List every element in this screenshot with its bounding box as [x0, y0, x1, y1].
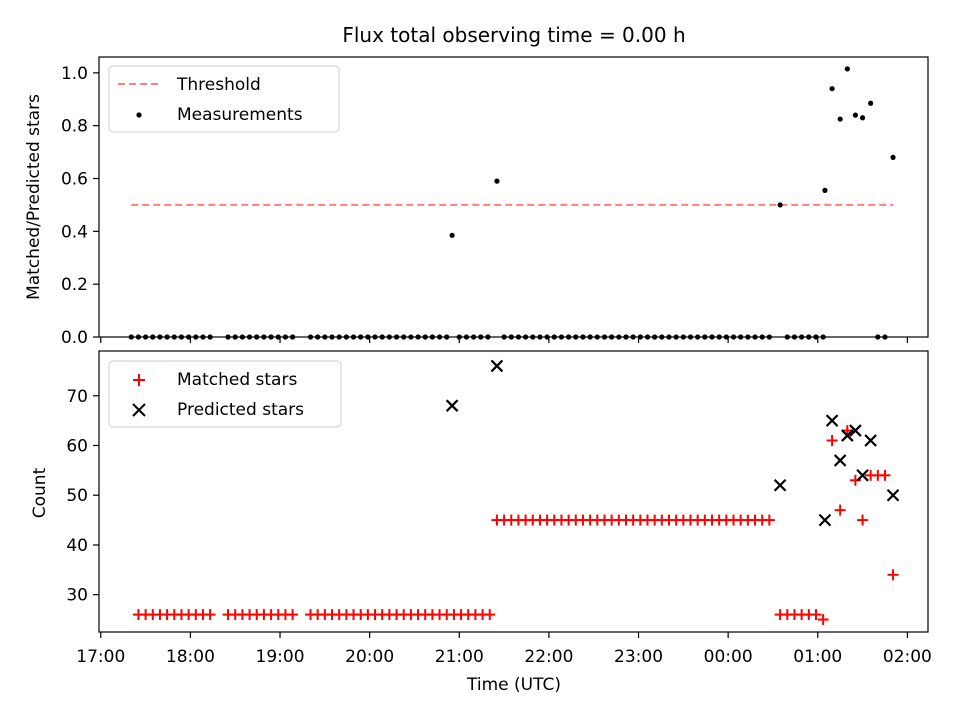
- x-tick-label: 20:00: [345, 647, 394, 667]
- predicted-legend-swatch: [132, 403, 146, 417]
- count-y-tick-label: 60: [66, 436, 88, 456]
- ratio-y-axis: 0.0 0.2 0.4 0.6 0.8 1.0: [61, 64, 99, 348]
- measurement-point: [822, 187, 828, 193]
- count-panel-frame: [98, 350, 929, 633]
- ratio-y-tick-label: 0.6: [61, 170, 88, 190]
- ratio-x-ticks: [100, 337, 908, 343]
- threshold-legend-label: Threshold: [176, 75, 261, 95]
- matched-stars-point: [763, 514, 775, 526]
- matched-stars-point: [879, 469, 891, 481]
- measurement-point: [852, 112, 859, 118]
- count-y-tick-label: 50: [66, 486, 88, 506]
- count-x-axis: 17:00 18:00 19:00 20:00 21:00 22:00 23:00 00:00…: [76, 632, 932, 667]
- matched-stars-point: [887, 569, 899, 581]
- predicted-stars-point: [773, 479, 787, 492]
- matched-stars-point: [834, 504, 846, 516]
- matched-stars-point: [484, 609, 496, 621]
- count-plot-area: [132, 359, 900, 626]
- ratio-panel-frame: [98, 56, 929, 338]
- predicted-stars-point: [833, 454, 847, 467]
- predicted-legend-label: Predicted stars: [177, 400, 304, 420]
- measurement-point: [890, 154, 896, 160]
- ratio-y-tick-label: 1.0: [61, 64, 88, 84]
- measurement-point: [844, 66, 850, 72]
- x-tick-label: 18:00: [166, 647, 215, 667]
- predicted-stars-point: [445, 399, 459, 412]
- predicted-stars-point: [886, 488, 900, 502]
- count-y-tick-label: 70: [66, 387, 88, 407]
- predicted-stars-point: [841, 429, 854, 442]
- count-legend: Matched stars Predicted stars: [108, 360, 342, 428]
- count-y-axis-title: Count: [30, 467, 50, 518]
- x-tick-label: 02:00: [883, 647, 932, 667]
- measurements-legend-swatch: [136, 112, 142, 118]
- matched-stars-point: [810, 609, 822, 621]
- predicted-stars-point: [856, 469, 869, 482]
- predicted-stars-point: [864, 434, 877, 447]
- ratio-panel: 0.0 0.2 0.4 0.6 0.8 1.0 Matched/Predicted sta…: [24, 56, 929, 348]
- matched-stars-point: [204, 609, 216, 621]
- x-tick-label: 21:00: [435, 647, 484, 667]
- chart-title: Flux total observing time = 0.00 h: [342, 23, 685, 47]
- measurement-point: [449, 232, 455, 238]
- predicted-stars-point: [849, 424, 862, 437]
- matched-stars-point: [817, 614, 829, 626]
- matched-stars-point: [826, 435, 838, 447]
- measurement-point: [859, 115, 866, 121]
- count-y-tick-label: 30: [66, 586, 88, 606]
- measurement-point: [494, 178, 500, 184]
- count-y-tick-label: 40: [66, 536, 88, 556]
- ratio-y-axis-title: Matched/Predicted stars: [24, 94, 44, 300]
- ratio-y-tick-label: 0.2: [61, 275, 88, 295]
- ratio-y-tick-label: 0.4: [61, 222, 88, 242]
- measurement-point: [868, 100, 874, 106]
- ratio-y-tick-label: 0.0: [61, 328, 88, 348]
- x-tick-label: 22:00: [524, 647, 573, 667]
- matched-legend-label: Matched stars: [177, 370, 297, 390]
- matched-stars-point: [849, 474, 861, 486]
- count-y-axis: 30 40 50 60 70: [66, 387, 99, 606]
- matched-stars-point: [287, 609, 299, 621]
- count-legend-box: [108, 360, 342, 428]
- x-tick-label: 00:00: [704, 647, 753, 667]
- measurements-legend-label: Measurements: [177, 105, 303, 125]
- ratio-y-tick-label: 0.8: [61, 117, 88, 137]
- x-tick-label: 19:00: [256, 647, 305, 667]
- ratio-legend-box: [108, 65, 340, 133]
- measurement-point: [837, 116, 843, 122]
- ratio-legend: Threshold Measurements: [108, 65, 340, 133]
- x-tick-label: 01:00: [793, 647, 842, 667]
- matched-legend-swatch: [133, 374, 145, 386]
- x-tick-label: 23:00: [614, 647, 663, 667]
- measurement-point: [777, 202, 783, 208]
- x-tick-label: 17:00: [76, 647, 125, 667]
- predicted-stars-point: [818, 513, 832, 527]
- predicted-stars-point: [490, 359, 504, 373]
- measurement-point: [829, 86, 835, 92]
- x-axis-title: Time (UTC): [466, 675, 561, 695]
- count-panel: 30 40 50 60 70 17:00 18:00 19:00 20:00 21:00 22:0…: [30, 350, 932, 695]
- predicted-stars-point: [825, 414, 839, 427]
- matched-stars-point: [857, 514, 869, 526]
